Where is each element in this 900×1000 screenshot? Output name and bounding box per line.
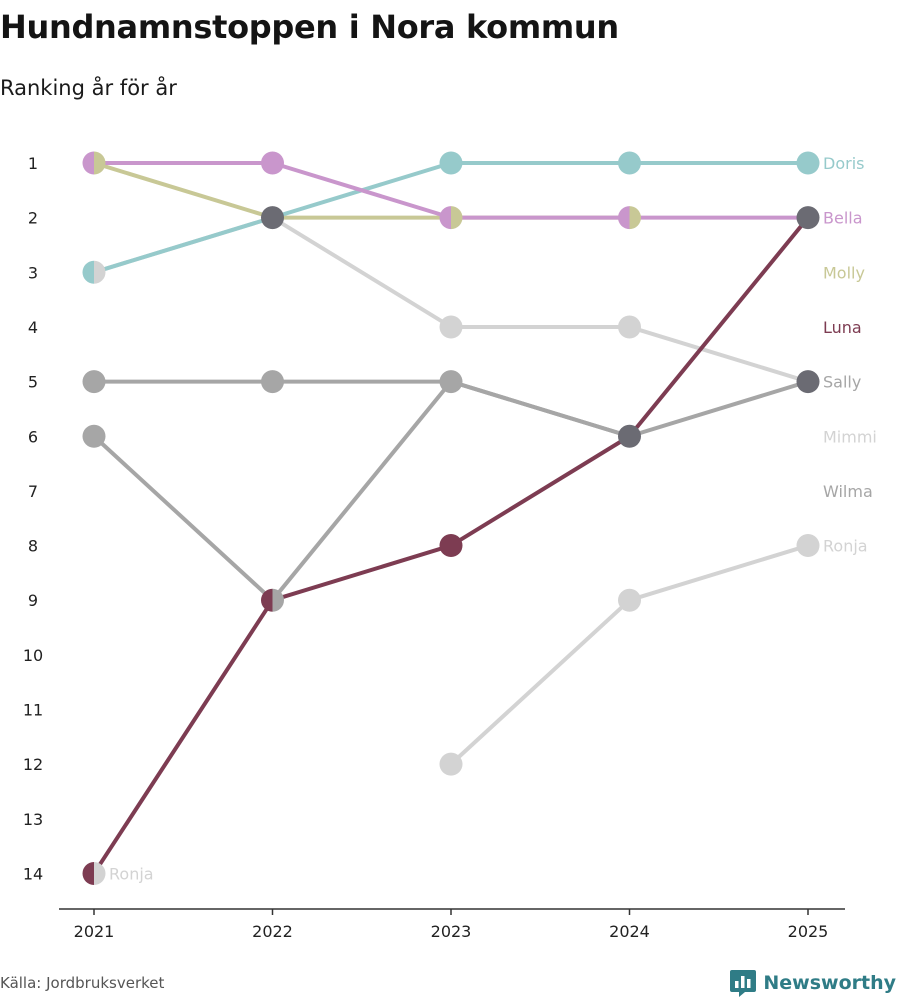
- data-point-marker: [439, 752, 463, 776]
- y-tick-label: 7: [28, 482, 38, 501]
- series-labels: Doris Bella Molly Luna Sally Mimmi Wilma Ronja R…: [109, 154, 877, 883]
- series-line-ronja: [449, 543, 810, 767]
- x-tick-label: 2024: [609, 922, 650, 941]
- brand-logo: Newsworthy: [729, 968, 896, 998]
- y-tick-label: 13: [23, 810, 43, 829]
- data-point: [261, 151, 284, 175]
- y-tick-label: 1: [28, 154, 38, 173]
- data-point-marker: [261, 151, 284, 175]
- data-point: [82, 424, 106, 448]
- y-tick-label: 9: [28, 591, 38, 610]
- end-label-molly: Molly: [823, 263, 865, 282]
- data-point: [618, 424, 641, 448]
- data-point-marker: [439, 315, 463, 339]
- x-tick-label: 2025: [788, 922, 829, 941]
- y-tick-label: 8: [28, 537, 38, 556]
- data-point-right-half: [94, 151, 106, 175]
- data-point-marker: [439, 534, 463, 558]
- data-point-marker: [618, 588, 641, 612]
- data-point: [261, 206, 284, 230]
- data-point-right-half: [272, 588, 284, 612]
- series-line-mimmi: [92, 215, 810, 384]
- end-label-sally: Sally: [823, 373, 861, 392]
- data-point-right-half: [94, 861, 106, 885]
- data-point: [439, 315, 463, 339]
- newsworthy-logo-icon: [730, 970, 757, 997]
- data-point: [618, 588, 641, 612]
- data-point: [796, 370, 820, 394]
- data-point: [439, 752, 463, 776]
- data-point-right-half: [629, 206, 641, 230]
- y-tick-label: 6: [28, 427, 38, 446]
- data-point-marker: [796, 151, 820, 175]
- x-axis: 2021 2022 2023 2024 2025: [59, 908, 845, 941]
- y-tick-label: 2: [28, 209, 38, 228]
- data-point: [261, 370, 284, 394]
- end-label-bella: Bella: [823, 209, 863, 228]
- x-tick-label: 2021: [74, 922, 115, 941]
- data-point: [796, 151, 820, 175]
- y-tick-label: 5: [28, 373, 38, 392]
- data-point: [618, 206, 641, 230]
- data-point-marker: [261, 370, 284, 394]
- data-point-left-half: [618, 206, 630, 230]
- data-point-left-half: [439, 206, 451, 230]
- start-label-ronja: Ronja: [109, 864, 154, 883]
- chart-title: Hundnamnstoppen i Nora kommun: [0, 8, 619, 46]
- data-point-right-half: [94, 260, 106, 284]
- data-point-marker: [796, 534, 820, 558]
- data-point-marker: [439, 151, 463, 175]
- end-label-mimmi: Mimmi: [823, 427, 877, 446]
- chart-subtitle: Ranking år för år: [0, 76, 177, 100]
- data-point: [618, 315, 641, 339]
- data-point-marker: [796, 370, 820, 394]
- data-point: [439, 370, 463, 394]
- end-label-ronja: Ronja: [823, 537, 868, 556]
- data-point-left-half: [82, 861, 94, 885]
- y-tick-label: 4: [28, 318, 38, 337]
- brand-name: Newsworthy: [763, 972, 896, 994]
- series-points: [82, 151, 820, 885]
- data-point: [796, 206, 820, 230]
- data-point-marker: [439, 370, 463, 394]
- source-note: Källa: Jordbruksverket: [0, 974, 165, 992]
- data-point-marker: [82, 424, 106, 448]
- data-point-marker: [618, 424, 641, 448]
- y-tick-label: 14: [23, 864, 43, 883]
- y-tick-label: 10: [23, 646, 43, 665]
- data-point: [82, 260, 106, 284]
- data-point-left-half: [82, 260, 94, 284]
- end-label-doris: Doris: [823, 154, 864, 173]
- data-point: [439, 206, 463, 230]
- x-tick-label: 2022: [252, 922, 293, 941]
- data-point: [796, 534, 820, 558]
- data-point-left-half: [82, 151, 94, 175]
- data-point-left-half: [261, 588, 273, 612]
- y-tick-label: 3: [28, 263, 38, 282]
- data-point-right-half: [451, 206, 463, 230]
- y-tick-label: 12: [23, 755, 43, 774]
- data-point: [439, 151, 463, 175]
- data-point: [82, 861, 106, 885]
- x-tick-label: 2023: [431, 922, 472, 941]
- data-point-marker: [618, 315, 641, 339]
- y-tick-label: 11: [23, 701, 43, 720]
- series-line-wilma: [92, 379, 632, 603]
- data-point-marker: [261, 206, 284, 230]
- data-point: [439, 534, 463, 558]
- data-point: [261, 588, 284, 612]
- end-label-luna: Luna: [823, 318, 862, 337]
- data-point: [82, 370, 106, 394]
- data-point-marker: [796, 206, 820, 230]
- data-point: [82, 151, 106, 175]
- data-point-marker: [82, 370, 106, 394]
- end-label-wilma: Wilma: [823, 482, 873, 501]
- data-point-marker: [618, 151, 641, 175]
- data-point: [618, 151, 641, 175]
